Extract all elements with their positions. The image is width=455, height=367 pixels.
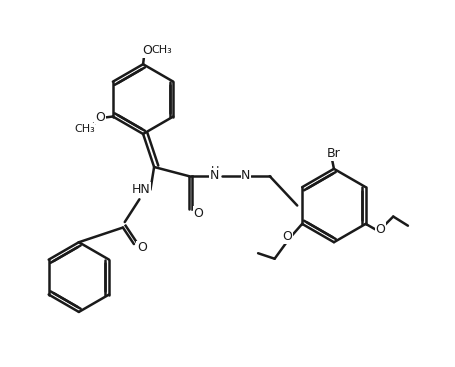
Text: O: O [283,230,293,243]
Text: O: O [95,111,105,124]
Text: Br: Br [327,147,341,160]
Text: N: N [241,169,251,182]
Text: O: O [193,207,203,220]
Text: CH₃: CH₃ [152,44,172,55]
Text: O: O [375,223,385,236]
Text: CH₃: CH₃ [74,124,95,134]
Text: O: O [137,241,147,254]
Text: N: N [210,169,219,182]
Text: HN: HN [132,182,151,196]
Text: O: O [142,44,152,57]
Text: H: H [211,166,219,176]
